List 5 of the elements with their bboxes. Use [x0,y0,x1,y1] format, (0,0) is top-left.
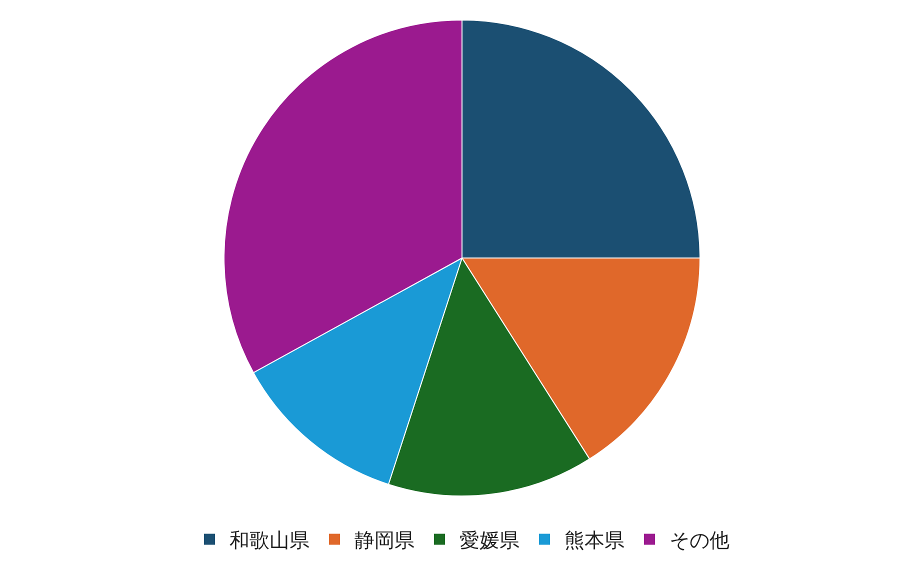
legend-label: 熊本県 [564,528,624,552]
legend-label: 和歌山県 [230,528,310,552]
legend-label: 愛媛県 [460,528,520,552]
legend-label: その他 [670,528,730,552]
legend-label: 静岡県 [354,528,414,552]
